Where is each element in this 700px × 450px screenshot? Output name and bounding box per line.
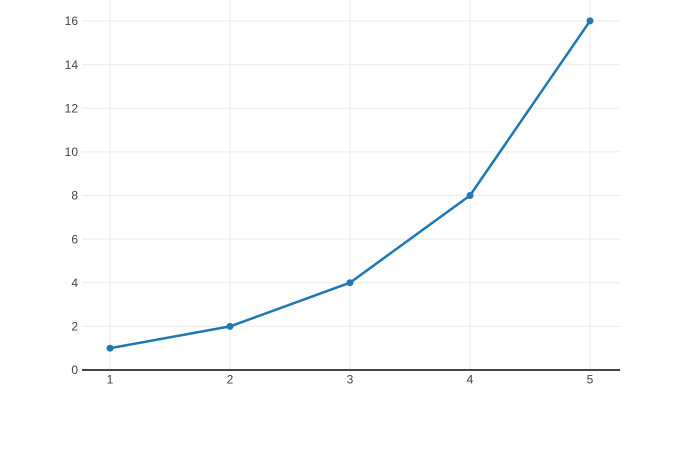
- data-series: [106, 17, 594, 352]
- data-point[interactable]: [346, 279, 354, 287]
- data-point[interactable]: [466, 192, 474, 199]
- x-tick-label: 5: [587, 373, 594, 387]
- y-tick-label: 16: [65, 14, 79, 28]
- y-tick-label: 14: [65, 58, 79, 72]
- y-tick-label: 10: [65, 145, 79, 159]
- x-tick-label: 4: [467, 373, 474, 387]
- data-point[interactable]: [226, 322, 234, 330]
- y-tick-label: 6: [71, 232, 78, 246]
- x-tick-label: 1: [107, 373, 114, 387]
- y-tick-label: 2: [71, 320, 78, 334]
- data-point[interactable]: [586, 17, 594, 25]
- y-tick-label: 12: [65, 101, 79, 115]
- gridlines: [82, 0, 620, 370]
- y-tick-label: 8: [71, 189, 78, 203]
- x-tick-label: 2: [227, 373, 234, 387]
- data-point[interactable]: [106, 344, 114, 352]
- x-tick-label: 3: [347, 373, 354, 387]
- y-tick-label: 4: [71, 276, 78, 290]
- y-tick-label: 0: [71, 363, 78, 377]
